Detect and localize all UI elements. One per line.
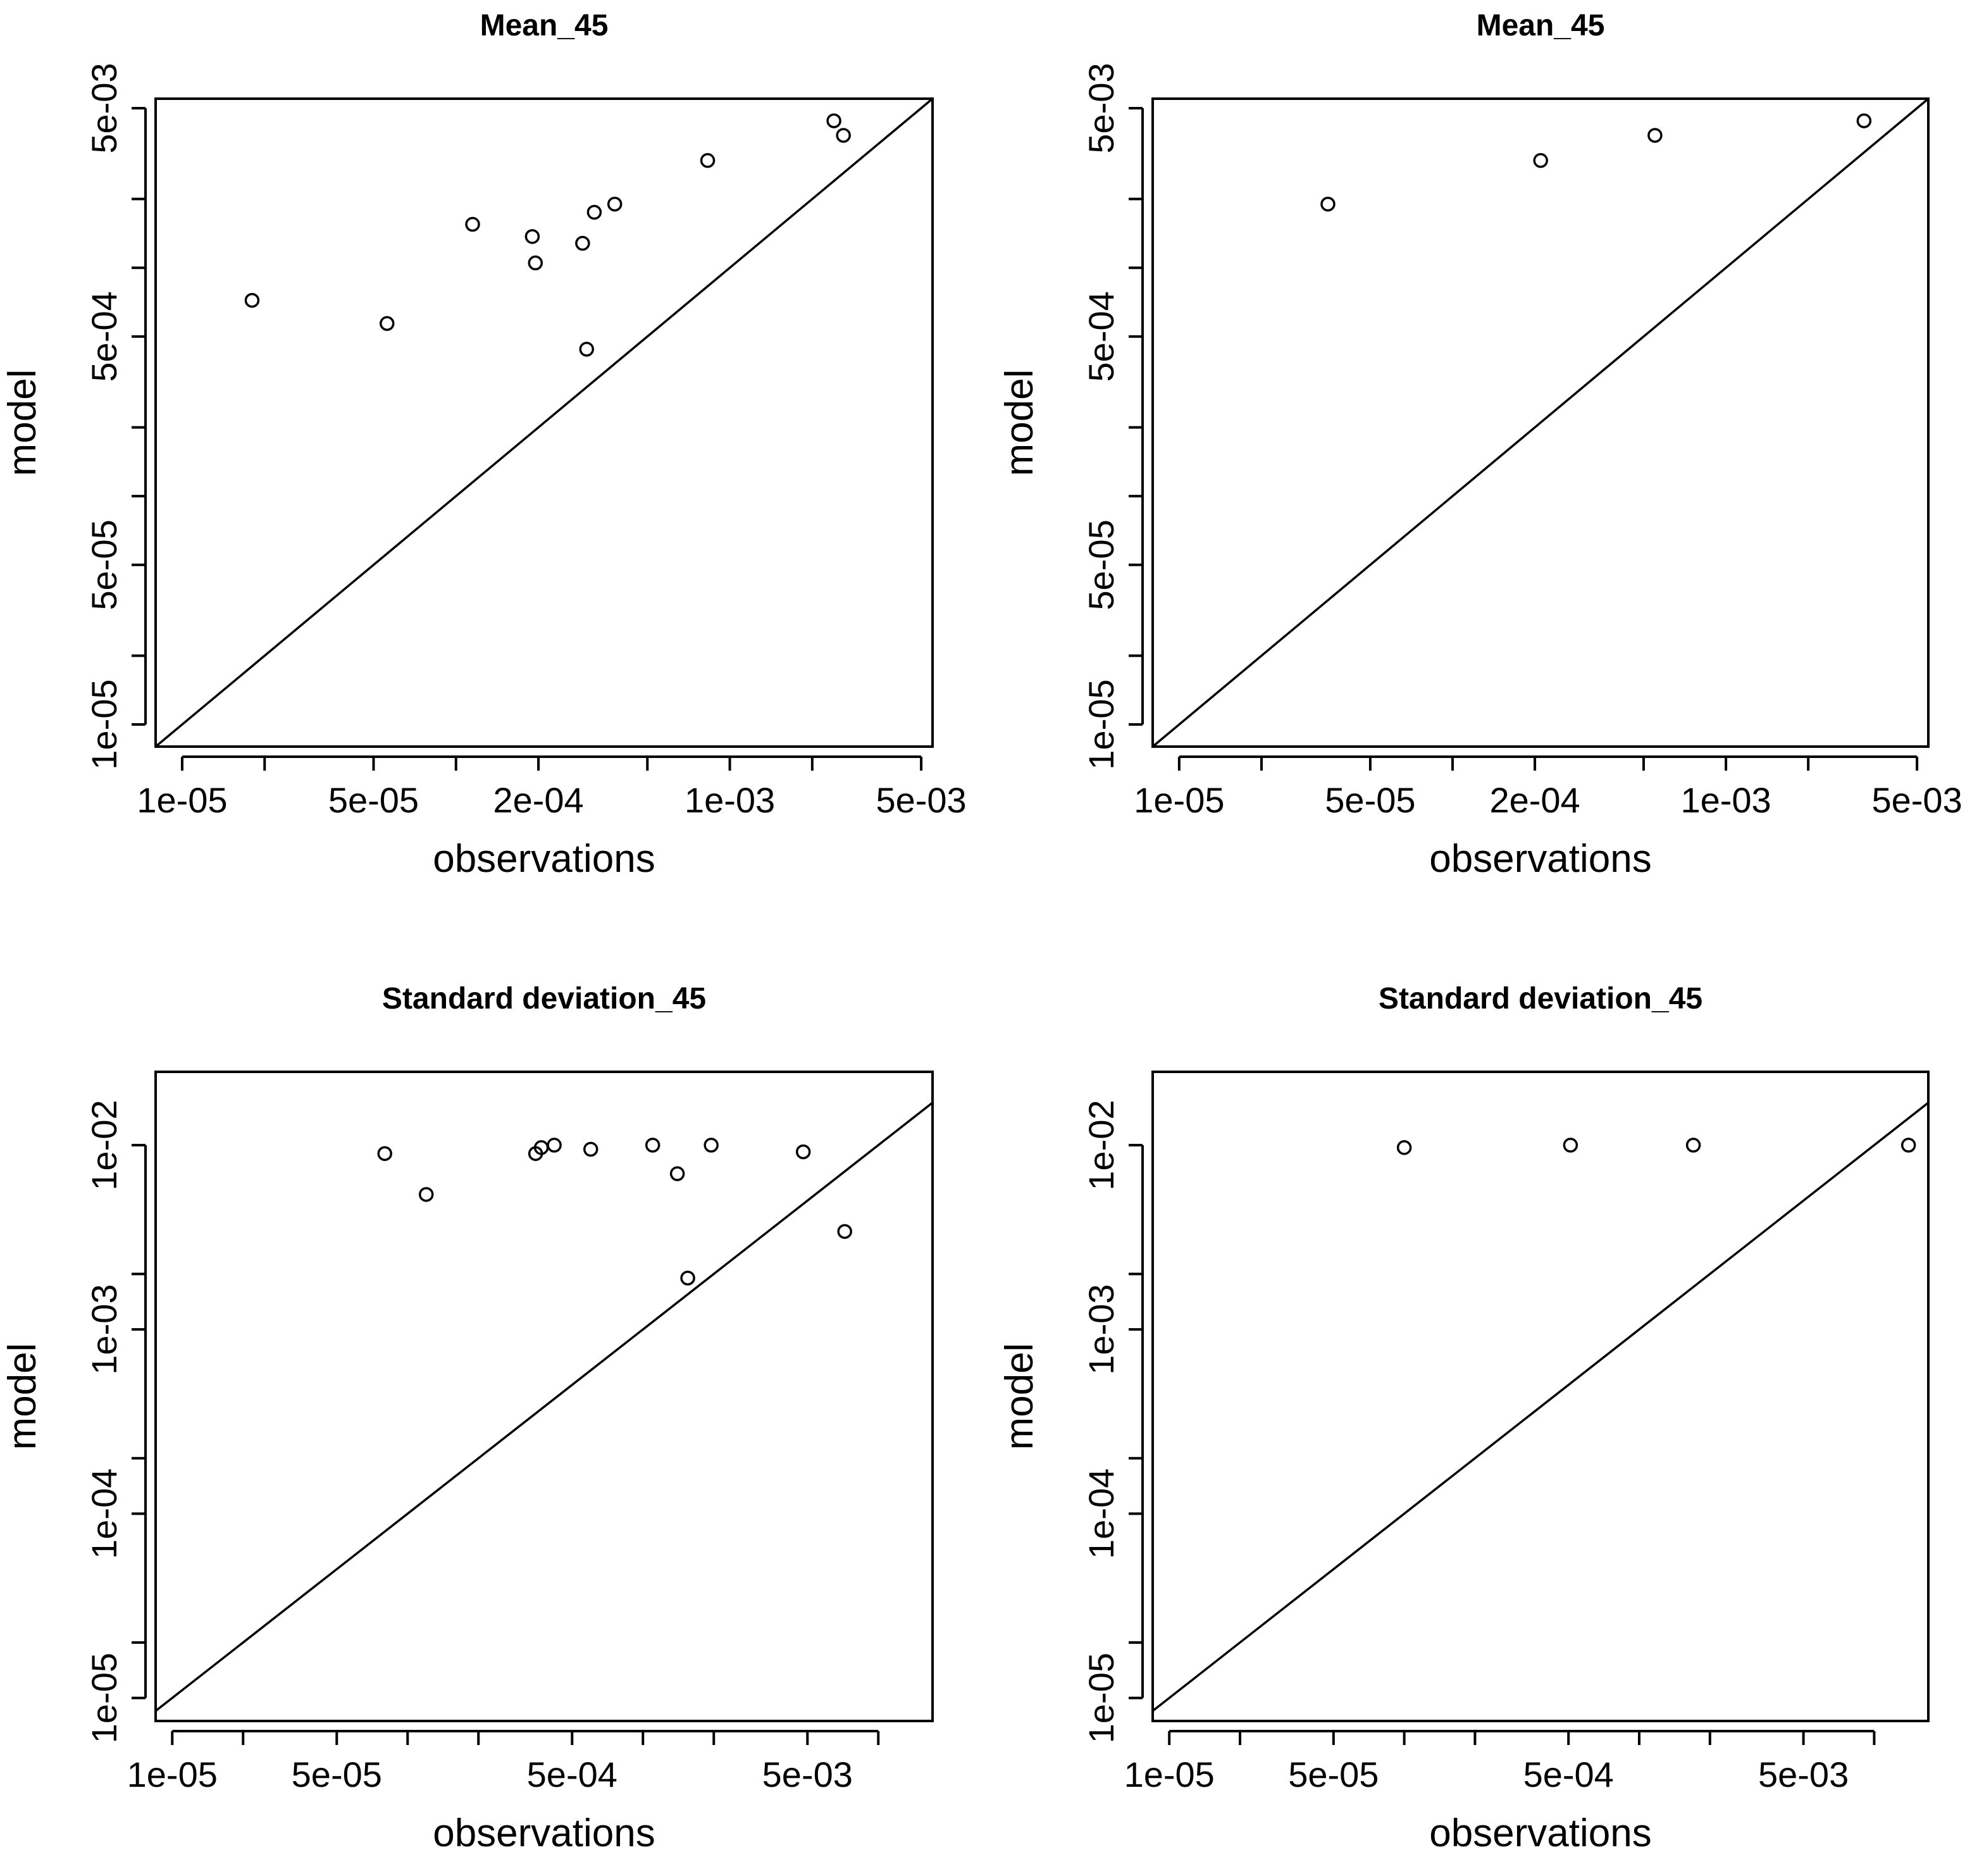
plot-frame bbox=[154, 97, 934, 748]
plot-frame bbox=[154, 1071, 934, 1722]
y-tick-label: 1e-02 bbox=[1081, 1100, 1121, 1190]
data-point bbox=[1533, 152, 1548, 168]
y-tick-label: 1e-04 bbox=[1081, 1469, 1121, 1559]
data-point bbox=[607, 196, 623, 212]
y-tick-label: 1e-03 bbox=[1081, 1284, 1121, 1375]
data-point bbox=[524, 229, 540, 244]
data-point bbox=[795, 1144, 811, 1160]
data-point bbox=[583, 1141, 598, 1157]
data-point bbox=[1685, 1138, 1701, 1153]
data-point bbox=[826, 113, 841, 128]
y-tick-label: 5e-04 bbox=[1081, 291, 1121, 382]
x-tick-label: 1e-03 bbox=[685, 780, 775, 820]
data-point bbox=[586, 204, 602, 220]
identity-line bbox=[1151, 1102, 1930, 1712]
y-axis-label: model bbox=[998, 1343, 1041, 1450]
data-point bbox=[1647, 128, 1663, 143]
plot-frame bbox=[1151, 1071, 1930, 1722]
data-point bbox=[645, 1138, 660, 1153]
y-tick-label: 5e-03 bbox=[84, 63, 124, 153]
x-tick-label: 5e-05 bbox=[292, 1755, 382, 1794]
data-point bbox=[244, 292, 260, 308]
x-axis-label: observations bbox=[433, 837, 655, 881]
data-point bbox=[528, 255, 543, 271]
x-tick-label: 5e-04 bbox=[1523, 1755, 1614, 1794]
x-tick-label: 2e-04 bbox=[1489, 780, 1580, 820]
y-tick-label: 1e-05 bbox=[1081, 1653, 1121, 1743]
x-tick-label: 5e-03 bbox=[1758, 1755, 1849, 1794]
x-tick-label: 5e-03 bbox=[762, 1755, 853, 1794]
x-axis-label: observations bbox=[1429, 837, 1652, 881]
x-tick-label: 1e-03 bbox=[1680, 780, 1771, 820]
data-point bbox=[669, 1166, 685, 1181]
data-point bbox=[1563, 1138, 1578, 1153]
x-axis-label: observations bbox=[1429, 1811, 1652, 1855]
y-tick-label: 1e-05 bbox=[1081, 679, 1121, 769]
x-tick-label: 5e-04 bbox=[527, 1755, 617, 1794]
y-tick-label: 5e-05 bbox=[1081, 519, 1121, 610]
x-tick-label: 5e-05 bbox=[1288, 1755, 1379, 1794]
data-point bbox=[380, 316, 395, 332]
data-point bbox=[1900, 1138, 1916, 1153]
identity-line bbox=[154, 1102, 934, 1712]
y-tick-label: 1e-05 bbox=[84, 679, 124, 769]
x-tick-label: 1e-05 bbox=[1134, 780, 1224, 820]
data-point bbox=[377, 1146, 392, 1161]
data-point bbox=[1320, 196, 1336, 212]
x-tick-label: 5e-05 bbox=[328, 780, 419, 820]
y-axis-label: model bbox=[1, 1343, 44, 1450]
y-axis-label: model bbox=[998, 370, 1041, 476]
chart-title: Standard deviation_45 bbox=[1379, 982, 1702, 1016]
x-axis-label: observations bbox=[433, 1811, 655, 1855]
chart-title: Mean_45 bbox=[1477, 9, 1605, 42]
y-tick-label: 5e-04 bbox=[84, 291, 124, 382]
y-tick-label: 1e-05 bbox=[84, 1653, 124, 1743]
data-point bbox=[579, 342, 595, 357]
identity-line bbox=[154, 97, 934, 748]
x-tick-label: 5e-03 bbox=[876, 780, 966, 820]
data-point bbox=[700, 152, 716, 168]
data-point bbox=[836, 128, 851, 143]
y-tick-label: 5e-05 bbox=[84, 519, 124, 610]
data-point bbox=[1856, 113, 1872, 128]
data-point bbox=[680, 1270, 695, 1286]
x-tick-label: 1e-05 bbox=[137, 780, 227, 820]
y-tick-label: 1e-02 bbox=[84, 1100, 124, 1190]
chart-title: Standard deviation_45 bbox=[382, 982, 706, 1016]
identity-line bbox=[1151, 97, 1930, 748]
data-point bbox=[704, 1138, 719, 1153]
data-point bbox=[1396, 1140, 1412, 1155]
x-tick-label: 2e-04 bbox=[493, 780, 583, 820]
y-axis-label: model bbox=[1, 370, 44, 476]
x-tick-label: 5e-05 bbox=[1325, 780, 1415, 820]
plot-frame bbox=[1151, 97, 1930, 748]
y-tick-label: 1e-03 bbox=[84, 1284, 124, 1375]
x-tick-label: 1e-05 bbox=[1124, 1755, 1215, 1794]
chart-title: Mean_45 bbox=[480, 9, 609, 42]
data-point bbox=[837, 1224, 852, 1239]
y-tick-label: 1e-04 bbox=[84, 1469, 124, 1559]
data-point bbox=[547, 1138, 562, 1153]
data-point bbox=[575, 235, 590, 251]
x-tick-label: 5e-03 bbox=[1871, 780, 1962, 820]
y-tick-label: 5e-03 bbox=[1081, 63, 1121, 153]
data-point bbox=[418, 1187, 434, 1202]
x-tick-label: 1e-05 bbox=[127, 1755, 218, 1794]
data-point bbox=[465, 216, 480, 232]
